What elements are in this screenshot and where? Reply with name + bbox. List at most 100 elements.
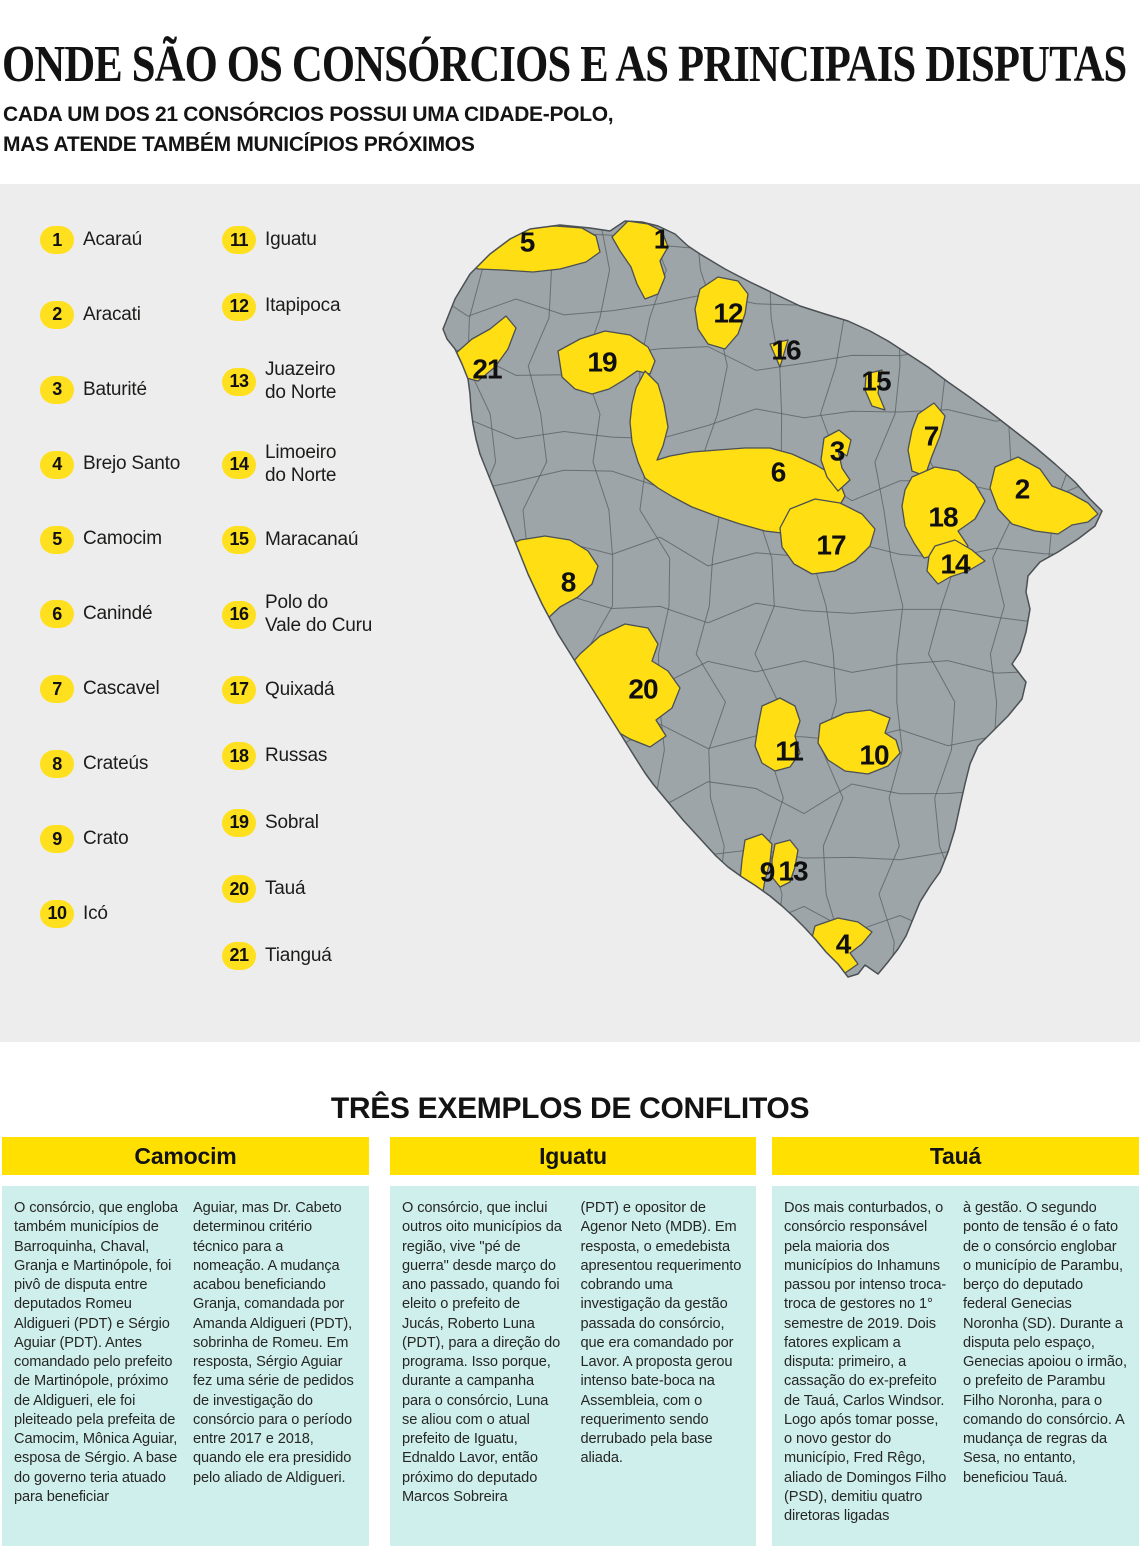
map-marker-12: 12 <box>713 298 743 329</box>
map-region-10-ico <box>817 709 901 775</box>
legend-badge: 18 <box>222 742 256 771</box>
legend-label: Baturité <box>83 378 147 400</box>
legend-badge: 10 <box>40 899 74 928</box>
card-title: Tauá <box>772 1137 1139 1175</box>
legend-item-quixada: 17 Quixadá <box>222 675 372 704</box>
legend-badge: 3 <box>40 375 74 404</box>
map-marker-18: 18 <box>928 502 958 533</box>
legend-label: Tianguá <box>265 944 332 966</box>
map-region-12-itapipoca <box>694 276 749 350</box>
map-marker-5: 5 <box>520 227 535 258</box>
legend-item-crateus: 8 Crateús <box>40 750 180 779</box>
map-region-6-caninde <box>629 370 846 535</box>
legend-label: Maracanaú <box>265 528 359 550</box>
map-region-3-baturite <box>820 429 852 492</box>
map-markers: 1 2 3 4 5 6 7 8 9 10 11 12 13 14 15 16 1… <box>472 224 1030 960</box>
legend-badge: 15 <box>222 525 256 554</box>
map-region-13-juazeiro-do-norte <box>771 839 799 888</box>
legend-badge: 4 <box>40 450 74 479</box>
legend-badge: 7 <box>40 675 74 704</box>
map-marker-3: 3 <box>830 436 845 467</box>
legend-item-iguatu: 11 Iguatu <box>222 226 372 254</box>
map-marker-15: 15 <box>861 366 891 397</box>
legend-label: Crateús <box>83 752 149 774</box>
map-region-2-aracati <box>989 456 1099 535</box>
legend-label: Camocim <box>83 528 162 550</box>
legend-item-crato: 9 Crato <box>40 825 180 853</box>
legend-label: Juazeiro do Norte <box>265 359 337 403</box>
legend-badge: 8 <box>40 750 74 779</box>
legend-badge: 19 <box>222 808 256 837</box>
legend-item-tiangua: 21 Tianguá <box>222 941 372 970</box>
conflict-card-camocim: Camocim O consórcio, que engloba também … <box>2 1137 369 1546</box>
conflict-card-iguatu: Iguatu O consórcio, que inclui outros oi… <box>390 1137 756 1546</box>
legend-item-taua: 20 Tauá <box>222 875 372 904</box>
conflicts-heading: TRÊS EXEMPLOS DE CONFLITOS <box>330 1092 810 1125</box>
legend-label: Polo do Vale do Curu <box>265 592 373 636</box>
legend-item-camocim: 5 Camocim <box>40 525 180 554</box>
legend-label: Russas <box>265 745 328 767</box>
card-body: O consórcio, que engloba também municípi… <box>2 1186 369 1546</box>
map-region-11-iguatu <box>754 697 801 772</box>
card-body: O consórcio, que inclui outros oito muni… <box>390 1186 756 1546</box>
legend-item-brejo-santo: 4 Brejo Santo <box>40 450 181 479</box>
map-marker-13: 13 <box>778 856 808 887</box>
page-title: ONDE SÃO OS CONSÓRCIOS E AS PRINCIPAIS D… <box>2 35 1127 93</box>
legend-badge: 16 <box>222 600 256 629</box>
card-text-col2: à gestão. O segundo ponto de tensão é o … <box>963 1200 1127 1486</box>
legend-item-itapipoca: 12 Itapipoca <box>222 292 372 321</box>
legend-item-acarau: 1 Acaraú <box>40 226 180 254</box>
map-region-14-limoeiro-do-norte <box>926 539 986 585</box>
legend-label: Canindé <box>83 603 153 625</box>
map-marker-14: 14 <box>940 549 971 580</box>
legend-label: Quixadá <box>265 678 335 700</box>
legend-badge: 20 <box>222 875 256 904</box>
legend-item-maracanau: 15 Maracanaú <box>222 525 372 554</box>
map-region-7-cascavel <box>907 402 946 477</box>
map-region-17-quixada <box>779 498 876 575</box>
legend-item-aracati: 2 Aracati <box>40 300 180 329</box>
ceara-map: 1 2 3 4 5 6 7 8 9 10 11 12 13 14 15 16 1… <box>442 220 1103 978</box>
legend-item-sobral: 19 Sobral <box>222 808 372 837</box>
map-region-16-polo-do-vale-do-curu <box>769 339 789 368</box>
legend-label: Sobral <box>265 811 319 833</box>
map-marker-21: 21 <box>472 354 502 385</box>
page-subtitle-line2: MAS ATENDE TAMBÉM MUNICÍPIOS PRÓXIMOS <box>3 133 475 156</box>
card-text-col1: O consórcio, que engloba também municípi… <box>14 1200 178 1505</box>
legend-badge: 1 <box>40 226 74 254</box>
card-text-col1: Dos mais conturbados, o consórcio respon… <box>784 1200 947 1524</box>
page-subtitle: CADA UM DOS 21 CONSÓRCIOS POSSUI UMA CID… <box>3 100 614 160</box>
legend-badge: 14 <box>222 450 256 479</box>
map-marker-4: 4 <box>836 929 852 960</box>
card-text-col1: O consórcio, que inclui outros oito muni… <box>402 1200 562 1505</box>
legend-item-baturite: 3 Baturité <box>40 375 180 404</box>
legend-label: Itapipoca <box>265 295 341 317</box>
legend-label: Icó <box>83 902 108 924</box>
legend-badge: 13 <box>222 367 256 396</box>
legend-badge: 5 <box>40 525 74 554</box>
legend-badge: 11 <box>222 226 256 254</box>
legend-item-ico: 10 Icó <box>40 899 180 928</box>
map-marker-7: 7 <box>924 421 939 452</box>
legend-column-1: 1 Acaraú 2 Aracati 3 Baturité 4 Brejo Santo … <box>40 226 180 928</box>
legend-item-polo-do-vale-do-curu: 16 Polo do Vale do Curu <box>222 592 372 637</box>
legend-label: Tauá <box>265 878 306 900</box>
map-legend-panel: 1 Acaraú 2 Aracati 3 Baturité 4 Brejo Santo … <box>0 184 1140 1042</box>
card-body: Dos mais conturbados, o consórcio respon… <box>772 1186 1139 1546</box>
conflict-card-taua: Tauá Dos mais conturbados, o consórcio r… <box>772 1137 1139 1546</box>
legend-badge: 17 <box>222 675 256 704</box>
legend-badge: 2 <box>40 300 74 329</box>
legend-badge: 6 <box>40 600 74 629</box>
legend-label: Aracati <box>83 303 141 325</box>
legend-label: Limoeiro do Norte <box>265 442 337 486</box>
map-marker-1: 1 <box>654 224 669 255</box>
state-outline <box>442 220 1103 978</box>
legend-label: Brejo Santo <box>83 453 181 475</box>
map-marker-19: 19 <box>587 347 617 378</box>
card-text-col2: Aguiar, mas Dr. Cabeto determinou critér… <box>193 1200 354 1486</box>
map-marker-8: 8 <box>561 567 576 598</box>
map-marker-20: 20 <box>628 674 658 705</box>
map-marker-10: 10 <box>859 740 889 771</box>
card-title: Iguatu <box>390 1137 756 1175</box>
